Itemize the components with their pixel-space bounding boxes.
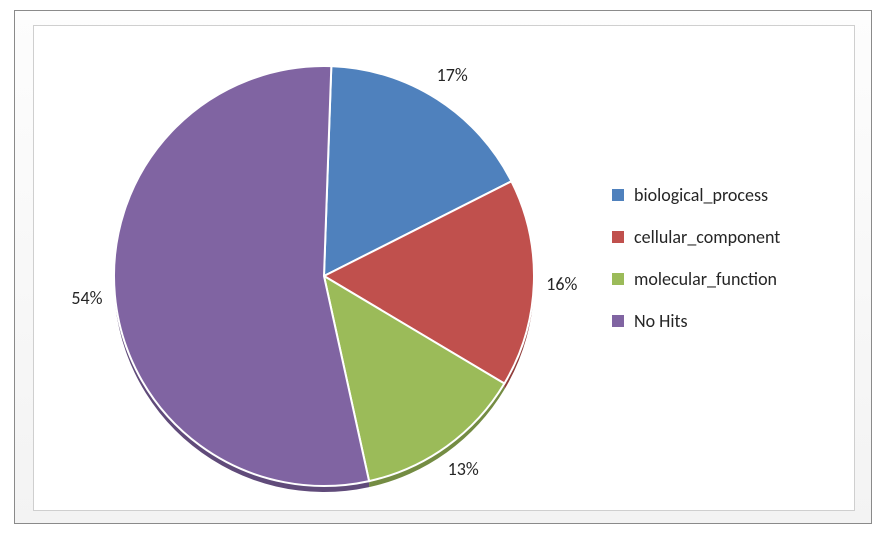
legend-swatch	[612, 189, 624, 201]
pie-percent-label: 16%	[546, 273, 577, 295]
legend: biological_process cellular_componentmole…	[612, 184, 832, 352]
pie-percent-label: 54%	[71, 287, 102, 309]
legend-swatch	[612, 231, 624, 243]
legend-swatch	[612, 315, 624, 327]
legend-item: No Hits	[612, 310, 832, 332]
legend-item: biological_process	[612, 184, 832, 206]
pie-percent-label: 13%	[448, 458, 479, 480]
pie-area: 17% 16% 13% 54%	[34, 26, 594, 510]
chart-plot: 17% 16% 13% 54% biological_process cellular_…	[33, 25, 855, 511]
legend-label: cellular_component	[634, 226, 780, 248]
legend-label: No Hits	[634, 310, 688, 332]
legend-label: biological_process	[634, 184, 768, 206]
chart-frame: 17% 16% 13% 54% biological_process cellular_…	[14, 10, 872, 524]
legend-item: molecular_function	[612, 268, 832, 290]
legend-label: molecular_function	[634, 268, 777, 290]
legend-swatch	[612, 273, 624, 285]
pie-percent-label: 17%	[437, 64, 468, 86]
legend-item: cellular_component	[612, 226, 832, 248]
pie-chart	[34, 26, 594, 510]
